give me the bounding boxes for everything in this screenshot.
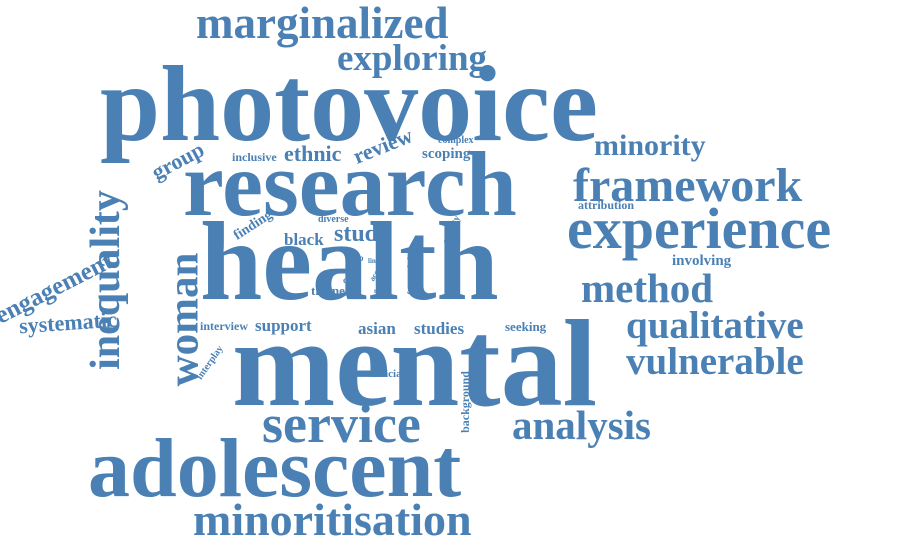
word-study: study — [334, 221, 391, 247]
word-scoping: scoping — [422, 146, 471, 162]
word-tech: tech — [374, 289, 385, 295]
word-woman: woman — [160, 252, 208, 387]
word-attribution: attribution — [578, 198, 635, 212]
word-help: help — [347, 253, 364, 263]
word-service: service — [262, 394, 421, 454]
word-minority: minority — [594, 129, 706, 162]
word-asian: asian — [358, 319, 396, 338]
word-mental: mental — [232, 295, 598, 432]
word-inclusive: inclusive — [232, 150, 277, 164]
word-analysis: analysis — [512, 402, 651, 448]
word-exploring: exploring — [337, 38, 488, 79]
word-clinician: clinician — [368, 368, 408, 380]
word-experience: experience — [567, 196, 832, 261]
word-adolescent: adolescent — [88, 422, 462, 515]
word-marginalized: marginalized — [196, 0, 449, 48]
word-interview: interview — [200, 319, 248, 333]
word-care: care — [407, 262, 420, 270]
word-theme: theme — [311, 283, 345, 298]
word-framework: framework — [573, 159, 803, 212]
word-data: data — [407, 254, 421, 262]
word-line: line — [368, 257, 379, 265]
word-vulnerable: vulnerable — [626, 340, 804, 383]
word-ethnic: ethnic — [284, 141, 342, 166]
word-support: support — [255, 316, 312, 335]
word-diverse: diverse — [318, 214, 349, 225]
word-photovoice: photovoice — [100, 45, 598, 164]
word-black: black — [284, 230, 324, 249]
word-method: method — [581, 265, 714, 311]
word-distr: distr — [343, 275, 361, 285]
word-health: health — [200, 200, 499, 324]
word-minoritisation: minoritisation — [193, 494, 472, 538]
word-seeking: seeking — [505, 319, 547, 334]
word-complex: complex — [438, 135, 474, 146]
word-qualitative: qualitative — [626, 304, 804, 347]
word-involving: involving — [672, 253, 732, 269]
word-background: background — [457, 371, 472, 433]
word-research: research — [183, 133, 517, 235]
word-studies: studies — [414, 319, 465, 338]
